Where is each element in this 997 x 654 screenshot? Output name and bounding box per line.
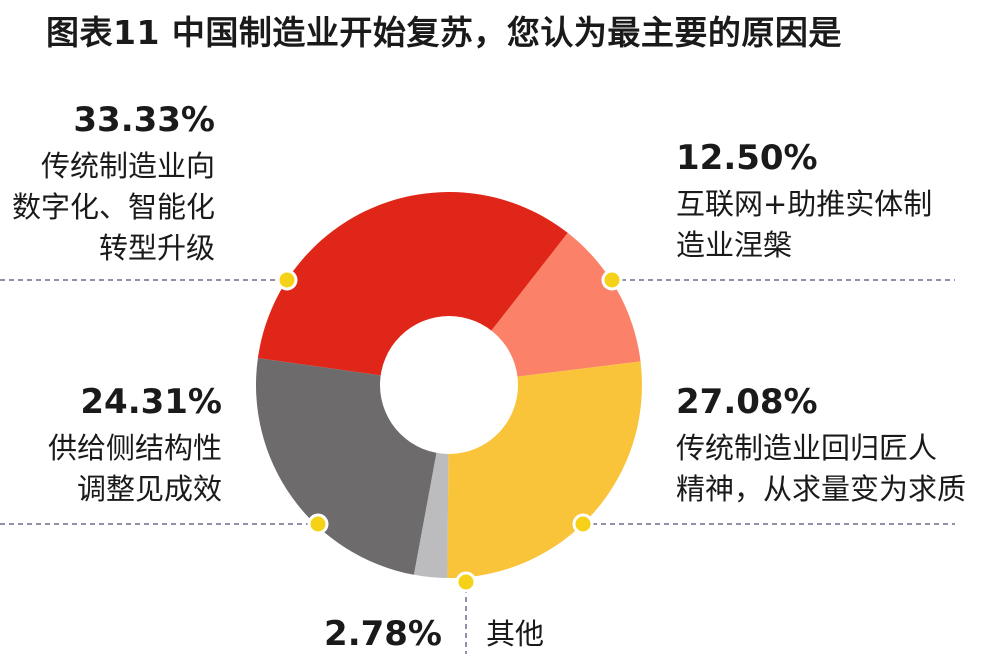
marker-dot [455,571,477,593]
label-line: 传统制造业向 [40,149,215,183]
label-line: 供给侧结构性 [47,431,222,465]
marker-dot [601,269,623,291]
label-line: 传统制造业回归匠人 [676,431,938,465]
chart-title: 图表11 中国制造业开始复苏，您认为最主要的原因是 [46,13,842,52]
slice-pct-label: 24.31% [80,382,222,422]
label-line: 互联网+助推实体制 [676,187,933,221]
pie-slice [257,192,568,385]
label-line: 精神，从求量变为求质 [676,472,967,506]
slice-category-label: 互联网+助推实体制 造业涅槃 [676,184,932,266]
slice-category-label: 其他 [486,614,544,654]
marker-dot [307,513,329,535]
label-line: 调整见成效 [76,472,222,506]
marker-dot [572,513,594,535]
slice-pct-label: 12.50% [676,138,818,178]
slice-category-label: 传统制造业回归匠人 精神，从求量变为求质 [676,428,966,510]
slice-pct-label: 2.78% [324,614,442,654]
marker-dot [276,269,298,291]
slice-category-label: 传统制造业向 数字化、智能化 转型升级 [0,146,215,269]
label-line: 转型升级 [98,231,215,265]
donut-hole [380,316,518,454]
label-line: 其他 [486,617,545,651]
slice-category-label: 供给侧结构性 调整见成效 [0,428,222,510]
slice-pct-label: 27.08% [676,382,818,422]
label-line: 造业涅槃 [676,228,793,262]
label-line: 数字化、智能化 [11,190,215,224]
slice-pct-label: 33.33% [73,100,215,140]
